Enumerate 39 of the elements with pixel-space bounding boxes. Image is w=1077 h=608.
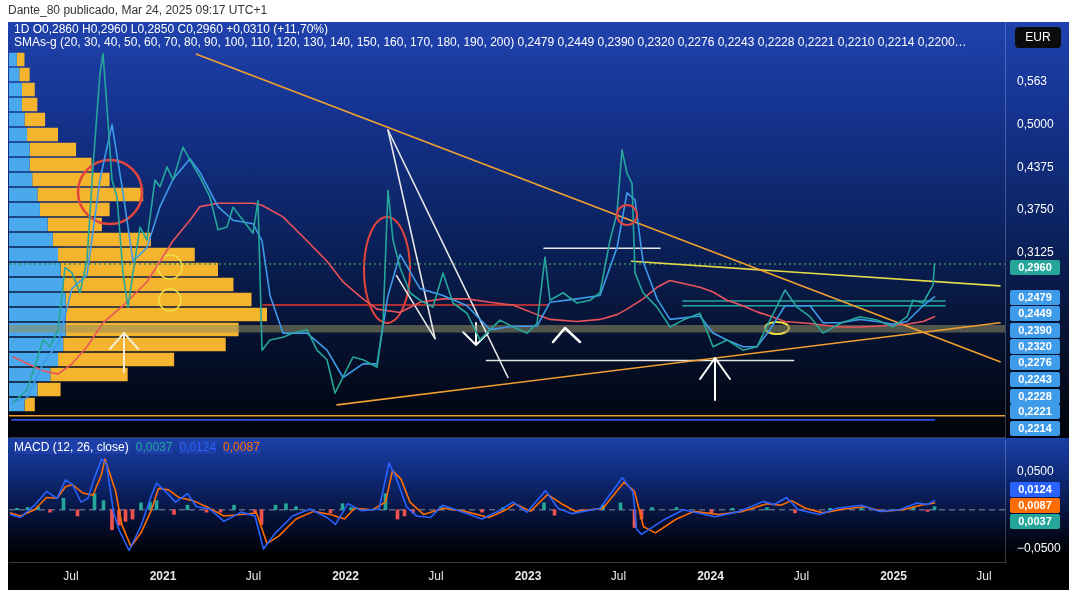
x-tick-label: Jul — [63, 568, 79, 583]
text: 0,2390 — [1010, 322, 1060, 338]
text: 0,2228 — [1010, 388, 1060, 404]
text: 0,2479 — [1010, 289, 1060, 305]
x-tick-label: 2021 — [149, 568, 177, 583]
text: 0,0124 — [1010, 481, 1060, 497]
text: EUR — [1015, 27, 1061, 48]
y-tick-label: −0,0500 — [1017, 540, 1062, 555]
text: SMAs-g (20, 30, 40, 50, 60, 70, 80, 90, 100, 110, 120, 130, 140, 150, 160, 170, 180, 190, 200) 0,2479 0,2449 0,2390 0,2320 0,2276 0,2243 0,2228 0,2221 0,2210 0,2214 0,2200… — [14, 35, 967, 49]
text: 0,2243 — [1010, 371, 1060, 387]
x-tick-label: 2025 — [880, 568, 908, 583]
text: 0,2960 — [1010, 259, 1060, 275]
text: 0,2449 — [1010, 305, 1060, 321]
y-tick-label: 0,5000 — [1017, 116, 1055, 131]
x-tick-label: 2024 — [697, 568, 725, 583]
y-tick-label: 0,0500 — [1017, 463, 1055, 478]
x-tick-label: Jul — [245, 568, 262, 583]
x-tick-label: Jul — [976, 568, 992, 583]
text: 0,0037 — [1010, 513, 1060, 529]
text: 0,2320 — [1010, 338, 1060, 354]
annotation: 0,0037 — [135, 440, 173, 454]
x-tick-label: 2022 — [332, 568, 360, 583]
y-tick-label: 0,563 — [1017, 74, 1048, 89]
y-tick-label: 0,3125 — [1017, 245, 1055, 260]
annotation: 0,0087 — [223, 440, 260, 454]
chart-title: 1D O0,2860 H0,2960 L0,2850 C0,2960 +0,0310 (+11,70%) — [14, 22, 329, 36]
x-tick-label: Jul — [793, 568, 810, 583]
text: Dante_80 publicado, Mar 24, 2025 09:17 UTC+1 — [8, 3, 268, 17]
text: 0,0087 — [1010, 497, 1060, 513]
annotation: 0,0124 — [179, 440, 217, 454]
y-tick-label: 0,3750 — [1017, 202, 1055, 217]
x-tick-label: Jul — [610, 568, 627, 583]
text: 0,2221 — [1010, 404, 1060, 420]
text: 0,2276 — [1010, 355, 1060, 371]
y-tick-label: 0,4375 — [1017, 159, 1055, 174]
text: 0,2214 — [1010, 420, 1060, 436]
x-tick-label: Jul — [428, 568, 444, 583]
x-tick-label: 2023 — [514, 568, 542, 583]
chart-title: MACD (12, 26, close) — [14, 440, 129, 454]
